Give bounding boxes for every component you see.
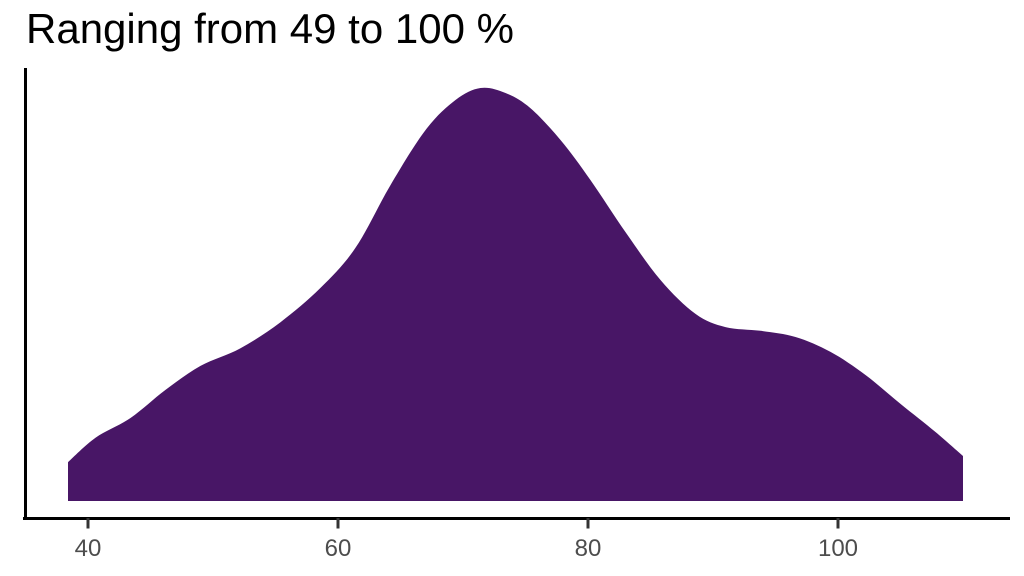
x-tick-label: 80 <box>575 535 602 562</box>
chart-title: Ranging from 49 to 100 % <box>26 5 514 52</box>
x-tick-label: 40 <box>75 535 102 562</box>
x-tick-label: 100 <box>818 535 858 562</box>
density-area <box>68 87 963 502</box>
x-tick-label: 60 <box>325 535 352 562</box>
